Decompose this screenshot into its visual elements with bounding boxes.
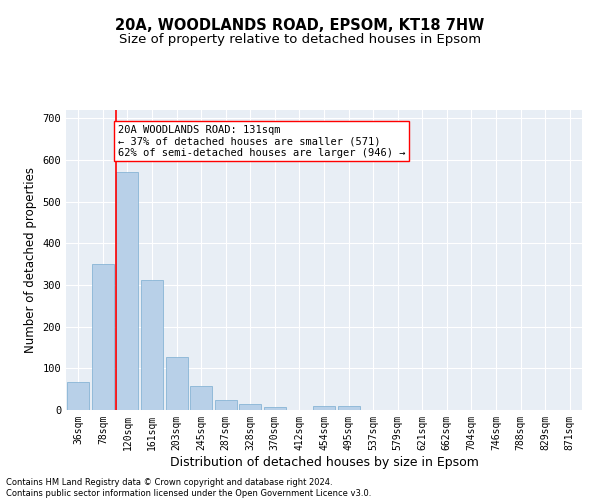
Bar	[264, 406, 286, 410]
Bar	[141, 280, 163, 410]
X-axis label: Distribution of detached houses by size in Epsom: Distribution of detached houses by size …	[170, 456, 478, 468]
Bar	[313, 406, 335, 410]
Bar	[215, 400, 237, 410]
Bar	[190, 386, 212, 410]
Bar	[116, 172, 139, 410]
Bar	[67, 382, 89, 410]
Bar	[239, 404, 262, 410]
Bar	[338, 406, 359, 410]
Text: Size of property relative to detached houses in Epsom: Size of property relative to detached ho…	[119, 32, 481, 46]
Text: Contains HM Land Registry data © Crown copyright and database right 2024.
Contai: Contains HM Land Registry data © Crown c…	[6, 478, 371, 498]
Text: 20A, WOODLANDS ROAD, EPSOM, KT18 7HW: 20A, WOODLANDS ROAD, EPSOM, KT18 7HW	[115, 18, 485, 32]
Text: 20A WOODLANDS ROAD: 131sqm
← 37% of detached houses are smaller (571)
62% of sem: 20A WOODLANDS ROAD: 131sqm ← 37% of deta…	[118, 124, 405, 158]
Y-axis label: Number of detached properties: Number of detached properties	[24, 167, 37, 353]
Bar	[92, 264, 114, 410]
Bar	[166, 356, 188, 410]
